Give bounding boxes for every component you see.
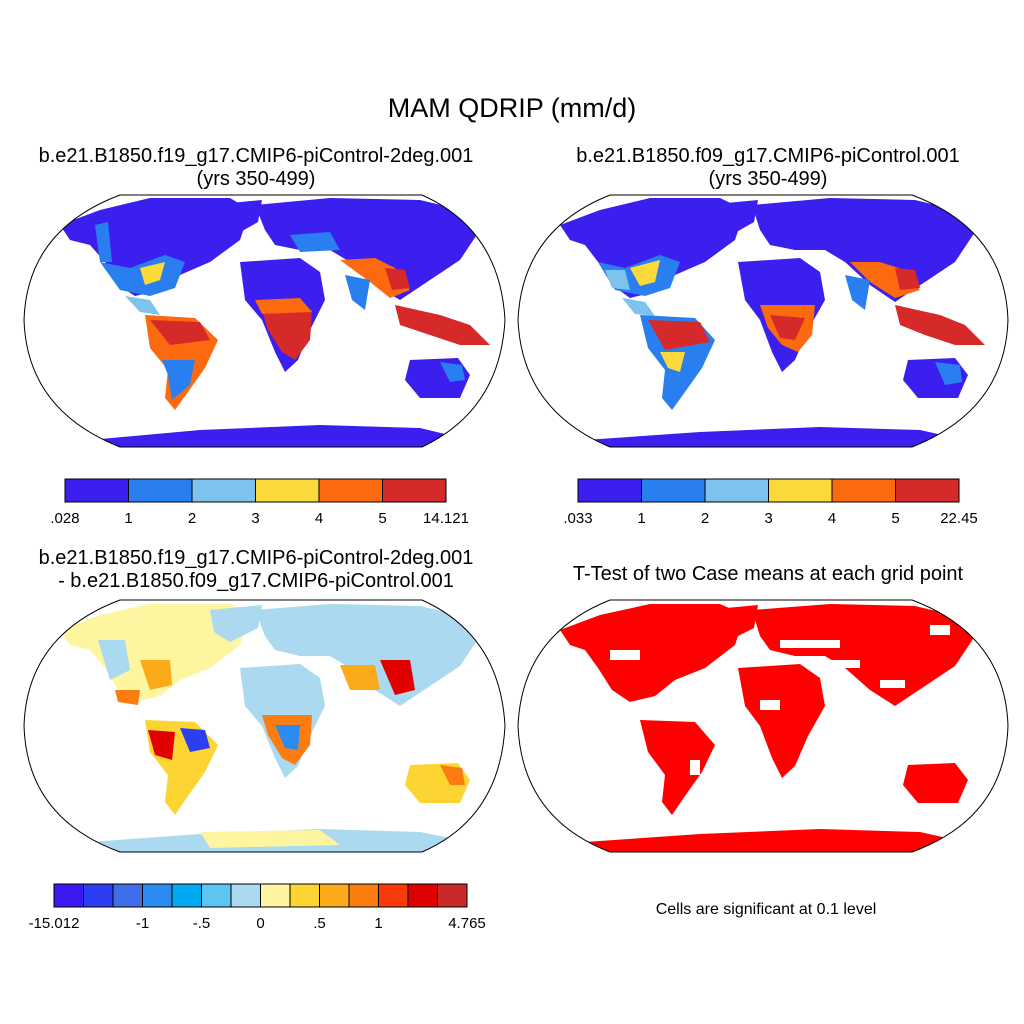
diff-colorbar-cell xyxy=(53,883,84,908)
case2-colorbar-label: 5 xyxy=(891,510,899,527)
main-title: MAM QDRIP (mm/d) xyxy=(387,93,637,123)
diff-colorbar-label: 1 xyxy=(374,915,382,932)
map-panel-ttest xyxy=(517,599,1009,853)
case1-colorbar-cell xyxy=(318,478,383,503)
diff-colorbar-label: -15.012 xyxy=(29,915,80,932)
map-panel-diff xyxy=(23,599,506,853)
panel-title-case2: b.e21.B1850.f09_g17.CMIP6-piControl.001 … xyxy=(512,145,1024,191)
diff-colorbar-cell xyxy=(83,883,114,908)
map-fill-ttest xyxy=(560,604,975,852)
panel-title-case2-line2: (yrs 350-499) xyxy=(708,168,828,190)
non-significant-cells xyxy=(610,625,950,775)
case2-colorbar-label: 3 xyxy=(764,510,772,527)
diff-colorbar-cell xyxy=(230,883,261,908)
diff-colorbar-cell xyxy=(112,883,143,908)
case1-colorbar-label: .028 xyxy=(50,510,79,527)
case1-colorbar-cell xyxy=(255,478,320,503)
map-border-ttest xyxy=(517,599,1009,853)
case1-colorbar-cell xyxy=(382,478,447,503)
diff-colorbar-label: 0 xyxy=(256,915,264,932)
case1-colorbar-label: 5 xyxy=(378,510,386,527)
diff-colorbar-label: -1 xyxy=(136,915,149,932)
case2-colorbar-cell xyxy=(577,478,642,503)
diff-colorbar-cell xyxy=(260,883,291,908)
map-fill-case2 xyxy=(560,198,985,447)
diff-colorbar-cell xyxy=(142,883,173,908)
colorbar-diff: -15.012 -1 -.5 0 .5 1 4.765 xyxy=(29,883,486,932)
case1-colorbar-label: 2 xyxy=(188,510,196,527)
map-border-case2 xyxy=(517,194,1009,448)
panel-title-case2-line1: b.e21.B1850.f09_g17.CMIP6-piControl.001 xyxy=(576,145,960,167)
diff-colorbar-label: 4.765 xyxy=(448,915,486,932)
diff-colorbar-label: -.5 xyxy=(193,915,211,932)
diff-colorbar-label: .5 xyxy=(313,915,326,932)
case1-colorbar-label: 14.121 xyxy=(423,510,469,527)
case2-colorbar-label: 22.45 xyxy=(940,510,978,527)
panel-title-diff-line1: b.e21.B1850.f19_g17.CMIP6-piControl-2deg… xyxy=(38,547,474,569)
map-border-case1 xyxy=(23,194,506,448)
panel-title-case1: b.e21.B1850.f19_g17.CMIP6-piControl-2deg… xyxy=(0,145,512,191)
case2-colorbar-cell xyxy=(704,478,769,503)
colorbar-case2: .033 1 2 3 4 5 22.45 xyxy=(563,478,978,527)
case1-colorbar-cell xyxy=(191,478,256,503)
diff-colorbar-cell xyxy=(201,883,232,908)
map-panel-case1 xyxy=(23,194,506,448)
case2-colorbar-label: .033 xyxy=(563,510,592,527)
case2-colorbar-cell xyxy=(641,478,706,503)
case1-colorbar-label: 1 xyxy=(124,510,132,527)
case1-colorbar-cell xyxy=(128,478,193,503)
panel-title-case1-line1: b.e21.B1850.f19_g17.CMIP6-piControl-2deg… xyxy=(38,145,474,167)
panel-title-case1-line2: (yrs 350-499) xyxy=(196,168,316,190)
diff-colorbar-cell xyxy=(171,883,202,908)
panel-title-diff: b.e21.B1850.f19_g17.CMIP6-piControl-2deg… xyxy=(0,547,512,593)
case2-colorbar-label: 4 xyxy=(828,510,836,527)
map-border-diff xyxy=(23,599,506,853)
map-fill-diff xyxy=(60,604,480,852)
diff-colorbar-cell xyxy=(289,883,320,908)
diff-colorbar-cell xyxy=(437,883,468,908)
case2-colorbar-cell xyxy=(831,478,896,503)
colorbar-case1: .028 1 2 3 4 5 14.121 xyxy=(50,478,469,527)
map-fill-case1 xyxy=(60,198,490,447)
diff-colorbar-cell xyxy=(348,883,379,908)
case1-colorbar-cell xyxy=(64,478,129,503)
panel-title-diff-line2: - b.e21.B1850.f09_g17.CMIP6-piControl.00… xyxy=(58,570,454,592)
case2-colorbar-cell xyxy=(768,478,833,503)
case1-colorbar-label: 3 xyxy=(251,510,259,527)
panel-title-ttest-line1: T-Test of two Case means at each grid po… xyxy=(572,563,964,585)
case1-colorbar-label: 4 xyxy=(315,510,323,527)
diff-colorbar-cell xyxy=(407,883,438,908)
case2-colorbar-label: 2 xyxy=(701,510,709,527)
panel-title-ttest: T-Test of two Case means at each grid po… xyxy=(512,563,1024,586)
case2-colorbar-cell xyxy=(895,478,960,503)
map-panel-case2 xyxy=(517,194,1009,448)
diff-colorbar-cell xyxy=(378,883,409,908)
diff-colorbar-cell xyxy=(319,883,350,908)
case2-colorbar-label: 1 xyxy=(637,510,645,527)
significance-note: Cells are significant at 0.1 level xyxy=(656,901,877,918)
